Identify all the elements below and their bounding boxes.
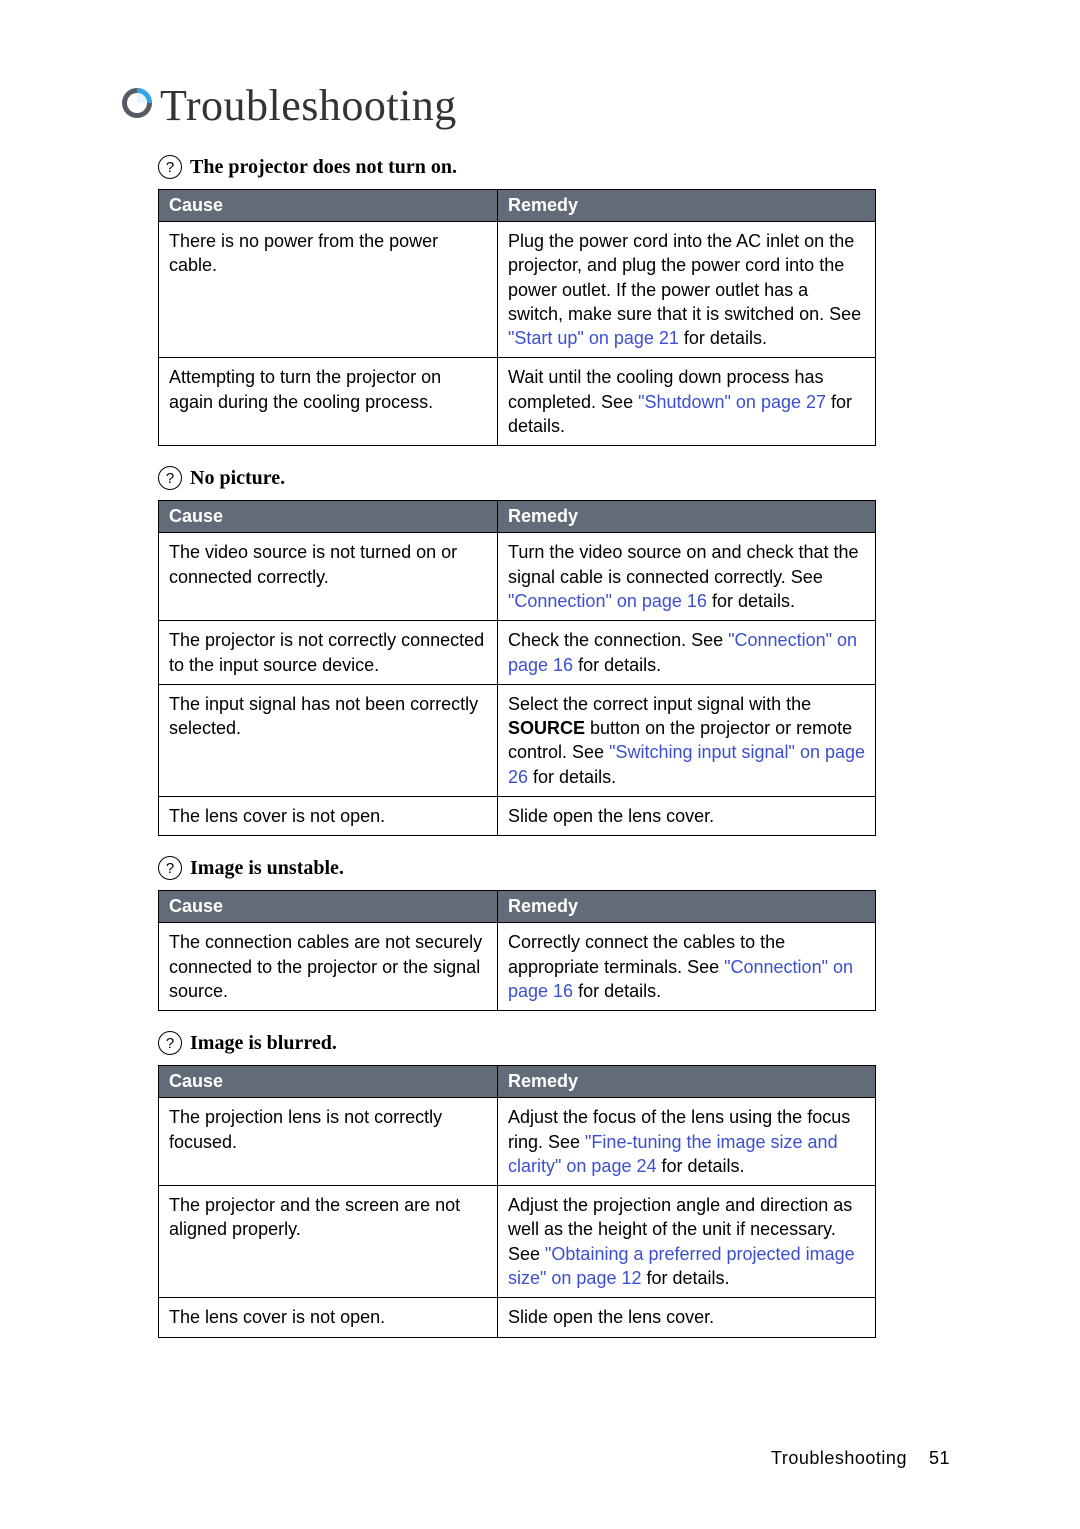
cause-cell: The video source is not turned on or con… — [159, 533, 498, 621]
col-cause: Cause — [159, 190, 498, 222]
table-header-row: Cause Remedy — [159, 190, 876, 222]
question-icon: ? — [158, 1031, 182, 1055]
table-header-row: Cause Remedy — [159, 501, 876, 533]
remedy-text: Check the connection. See — [508, 630, 728, 650]
remedy-cell: Adjust the projection angle and directio… — [498, 1186, 876, 1298]
section-heading: ? Image is unstable. — [158, 856, 960, 880]
remedy-cell: Slide open the lens cover. — [498, 1298, 876, 1337]
bullet-icon — [120, 86, 154, 125]
footer-page-number: 51 — [929, 1448, 950, 1468]
table-row: There is no power from the power cable. … — [159, 222, 876, 358]
section-heading: ? The projector does not turn on. — [158, 155, 960, 179]
table-header-row: Cause Remedy — [159, 1066, 876, 1098]
page-container: Troubleshooting ? The projector does not… — [0, 0, 1080, 1529]
cause-cell: The projector is not correctly connected… — [159, 621, 498, 685]
cause-cell: There is no power from the power cable. — [159, 222, 498, 358]
section-heading: ? No picture. — [158, 466, 960, 490]
trouble-table: Cause Remedy The connection cables are n… — [158, 890, 876, 1011]
remedy-cell: Wait until the cooling down process has … — [498, 358, 876, 446]
section-heading-text: Image is unstable. — [190, 857, 344, 880]
cause-cell: The connection cables are not securely c… — [159, 923, 498, 1011]
remedy-text: Select the correct input signal with the — [508, 694, 811, 714]
cause-cell: The projector and the screen are not ali… — [159, 1186, 498, 1298]
table-row: The input signal has not been correctly … — [159, 684, 876, 796]
cross-ref-link[interactable]: "Connection" on page 16 — [508, 591, 707, 611]
remedy-cell: Select the correct input signal with the… — [498, 684, 876, 796]
col-cause: Cause — [159, 501, 498, 533]
remedy-cell: Adjust the focus of the lens using the f… — [498, 1098, 876, 1186]
trouble-table: Cause Remedy The video source is not tur… — [158, 500, 876, 836]
remedy-cell: Plug the power cord into the AC inlet on… — [498, 222, 876, 358]
col-remedy: Remedy — [498, 1066, 876, 1098]
table-row: The projector is not correctly connected… — [159, 621, 876, 685]
remedy-text: Plug the power cord into the AC inlet on… — [508, 231, 861, 324]
cross-ref-link[interactable]: "Shutdown" on page 27 — [638, 392, 826, 412]
cause-cell: The projection lens is not correctly foc… — [159, 1098, 498, 1186]
table-row: Attempting to turn the projector on agai… — [159, 358, 876, 446]
cause-cell: The lens cover is not open. — [159, 1298, 498, 1337]
remedy-text: Slide open the lens cover. — [508, 806, 714, 826]
trouble-table: Cause Remedy There is no power from the … — [158, 189, 876, 446]
table-header-row: Cause Remedy — [159, 891, 876, 923]
table-row: The projector and the screen are not ali… — [159, 1186, 876, 1298]
remedy-bold: SOURCE — [508, 718, 585, 738]
table-row: The projection lens is not correctly foc… — [159, 1098, 876, 1186]
table-row: The lens cover is not open. Slide open t… — [159, 1298, 876, 1337]
col-remedy: Remedy — [498, 501, 876, 533]
remedy-text: for details. — [679, 328, 767, 348]
section-heading-text: No picture. — [190, 467, 285, 490]
footer-label: Troubleshooting — [771, 1448, 907, 1468]
cause-cell: Attempting to turn the projector on agai… — [159, 358, 498, 446]
remedy-cell: Turn the video source on and check that … — [498, 533, 876, 621]
remedy-text: for details. — [656, 1156, 744, 1176]
remedy-text: for details. — [573, 655, 661, 675]
section-heading-text: Image is blurred. — [190, 1032, 337, 1055]
col-remedy: Remedy — [498, 891, 876, 923]
section-heading: ? Image is blurred. — [158, 1031, 960, 1055]
remedy-cell: Slide open the lens cover. — [498, 797, 876, 836]
col-cause: Cause — [159, 891, 498, 923]
question-icon: ? — [158, 155, 182, 179]
table-row: The connection cables are not securely c… — [159, 923, 876, 1011]
page-footer: Troubleshooting 51 — [771, 1448, 950, 1469]
remedy-cell: Check the connection. See "Connection" o… — [498, 621, 876, 685]
section-heading-text: The projector does not turn on. — [190, 156, 457, 179]
cross-ref-link[interactable]: "Start up" on page 21 — [508, 328, 679, 348]
table-row: The video source is not turned on or con… — [159, 533, 876, 621]
remedy-text: for details. — [642, 1268, 730, 1288]
question-icon: ? — [158, 466, 182, 490]
page-title-row: Troubleshooting — [120, 80, 960, 131]
page-title: Troubleshooting — [160, 80, 457, 131]
col-remedy: Remedy — [498, 190, 876, 222]
table-row: The lens cover is not open. Slide open t… — [159, 797, 876, 836]
question-icon: ? — [158, 856, 182, 880]
remedy-cell: Correctly connect the cables to the appr… — [498, 923, 876, 1011]
cause-cell: The lens cover is not open. — [159, 797, 498, 836]
remedy-text: for details. — [573, 981, 661, 1001]
remedy-text: for details. — [707, 591, 795, 611]
trouble-table: Cause Remedy The projection lens is not … — [158, 1065, 876, 1337]
remedy-text: Slide open the lens cover. — [508, 1307, 714, 1327]
cause-cell: The input signal has not been correctly … — [159, 684, 498, 796]
remedy-text: Turn the video source on and check that … — [508, 542, 859, 586]
col-cause: Cause — [159, 1066, 498, 1098]
remedy-text: for details. — [528, 767, 616, 787]
